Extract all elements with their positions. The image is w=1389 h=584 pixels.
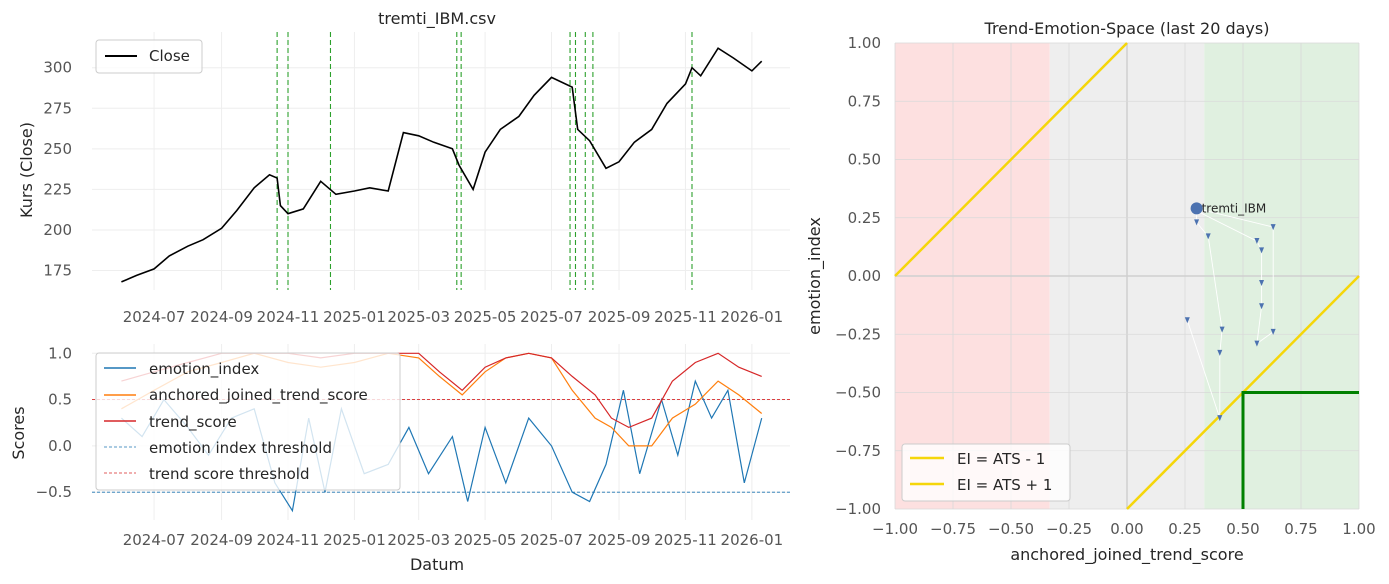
price-x-ticks: 2024-07 2024-09 2024-11 2025-01 2025-03 2025-… [123, 308, 784, 326]
space-legend: EI = ATS - 1 EI = ATS + 1 [901, 443, 1071, 502]
y-tick-label: −1.00 [835, 500, 881, 518]
anchored-legend-label: anchored_joined_trend_score [149, 386, 368, 405]
x-tick-label: 2025-09 [588, 531, 651, 549]
scores-y-axis-label: Scores [9, 406, 28, 459]
x-tick-label: 0.00 [1110, 520, 1143, 538]
y-tick-label: −0.25 [835, 325, 881, 343]
y-tick-label: 1.00 [848, 34, 881, 52]
scores-legend: emotion_index anchored_joined_trend_scor… [95, 352, 401, 491]
x-tick-label: 0.50 [1226, 520, 1259, 538]
emotion-threshold-legend-label: emotion index threshold [149, 439, 332, 457]
ats-line [894, 42, 1128, 277]
space-x-ticks: −1.00 −0.75 −0.50 −0.25 0.00 0.25 0.50 0.75 1.00 [872, 520, 1376, 538]
trail-arrow [1259, 247, 1265, 254]
x-tick-label: 2024-11 [257, 531, 320, 549]
legend-box [95, 352, 401, 491]
x-tick-label: 2024-07 [123, 531, 186, 549]
y-tick-label: −0.50 [835, 384, 881, 402]
x-tick-label: −1.00 [872, 520, 918, 538]
x-tick-label: 2025-01 [323, 531, 386, 549]
scores-y-ticks: 1.0 0.5 0.0 −0.5 [36, 344, 72, 501]
emotion-index-legend-label: emotion_index [149, 360, 259, 379]
price-y-axis-label: Kurs (Close) [17, 122, 36, 218]
y-tick-label: −0.75 [835, 442, 881, 460]
trail-arrow [1270, 328, 1276, 335]
current-point [1190, 202, 1203, 215]
x-tick-label: 2025-09 [588, 308, 651, 326]
y-tick-label: 0.0 [48, 437, 72, 455]
price-y-ticks: 175 200 225 250 275 300 [43, 59, 72, 280]
x-tick-label: −0.75 [930, 520, 976, 538]
x-tick-label: 0.75 [1284, 520, 1317, 538]
x-tick-label: −0.25 [1046, 520, 1092, 538]
x-tick-label: 2026-01 [721, 308, 784, 326]
trail-arrow [1270, 224, 1276, 231]
space-grid [894, 42, 1360, 510]
scores-panel: 1.00.50.0−0.5 2024-07 2024-09 2024-11 2025-… [9, 344, 790, 574]
x-tick-label: 2025-05 [454, 308, 517, 326]
trail-arrow [1259, 303, 1265, 310]
price-legend: Close [95, 39, 203, 74]
x-tick-label: 2024-09 [190, 308, 253, 326]
trail-arrow [1184, 317, 1190, 324]
x-tick-label: 2025-03 [387, 308, 450, 326]
x-tick-label: −0.50 [988, 520, 1034, 538]
price-panel: 175 200 225 250 275 300 2024-07 2024-09 2024-11… [17, 9, 790, 326]
trail-arrow [1254, 340, 1260, 347]
ats-minus-legend-label: EI = ATS - 1 [957, 450, 1045, 468]
x-tick-label: 2025-07 [520, 308, 583, 326]
space-x-axis-label: anchored_joined_trend_score [1010, 545, 1243, 565]
trail-arrow [1205, 233, 1211, 240]
space-y-axis-label: emotion_index [805, 217, 825, 335]
trail-arrow [1217, 349, 1223, 356]
space-panel: tremti_IBM 1.00 0.75 0.50 0.25 0.00 −0.25 −0.5… [805, 19, 1376, 565]
trend-score-legend-label: trend_score [149, 413, 237, 432]
scores-x-axis-label: Datum [410, 555, 464, 574]
x-tick-label: 2025-03 [387, 531, 450, 549]
x-tick-label: 2025-05 [454, 531, 517, 549]
trail-arrow [1194, 219, 1200, 226]
y-tick-label: 225 [43, 180, 72, 198]
x-tick-label: 2025-11 [654, 531, 717, 549]
target-box [1241, 391, 1359, 509]
y-tick-label: 0.5 [48, 391, 72, 409]
y-tick-label: 275 [43, 99, 72, 117]
x-tick-label: 1.00 [1342, 520, 1375, 538]
y-tick-label: 0.00 [848, 267, 881, 285]
scores-x-ticks: 2024-07 2024-09 2024-11 2025-01 2025-03 2025-… [123, 531, 784, 549]
x-tick-label: 2024-07 [123, 308, 186, 326]
ats-plus-legend-label: EI = ATS + 1 [957, 476, 1052, 494]
y-tick-label: −0.5 [36, 483, 72, 501]
x-tick-label: 2024-11 [257, 308, 320, 326]
x-tick-label: 2025-01 [323, 308, 386, 326]
y-tick-label: 0.75 [848, 92, 881, 110]
trail-arrow [1254, 238, 1260, 245]
trail-arrow [1217, 415, 1223, 422]
y-tick-label: 200 [43, 221, 72, 239]
space-y-ticks: 1.00 0.75 0.50 0.25 0.00 −0.25 −0.50 −0.75 −1.00 [835, 34, 881, 518]
x-tick-label: 2025-07 [520, 531, 583, 549]
y-tick-label: 175 [43, 262, 72, 280]
y-tick-label: 0.25 [848, 209, 881, 227]
close-series-line [121, 47, 763, 283]
y-tick-label: 1.0 [48, 344, 72, 362]
legend-box [95, 39, 203, 74]
y-tick-label: 250 [43, 140, 72, 158]
y-tick-label: 0.50 [848, 151, 881, 169]
y-tick-label: 300 [43, 59, 72, 77]
space-panel-title: Trend-Emotion-Space (last 20 days) [984, 19, 1270, 38]
trail-arrow [1219, 326, 1225, 333]
x-tick-label: 0.25 [1168, 520, 1201, 538]
x-tick-label: 2024-09 [190, 531, 253, 549]
price-panel-title: tremti_IBM.csv [378, 9, 496, 29]
signal-markers [276, 32, 693, 290]
current-point-label: tremti_IBM [1202, 201, 1267, 215]
trend-threshold-legend-label: trend score threshold [149, 465, 309, 483]
trail-arrow [1259, 279, 1265, 286]
close-legend-label: Close [149, 47, 190, 65]
x-tick-label: 2025-11 [654, 308, 717, 326]
x-tick-label: 2026-01 [721, 531, 784, 549]
